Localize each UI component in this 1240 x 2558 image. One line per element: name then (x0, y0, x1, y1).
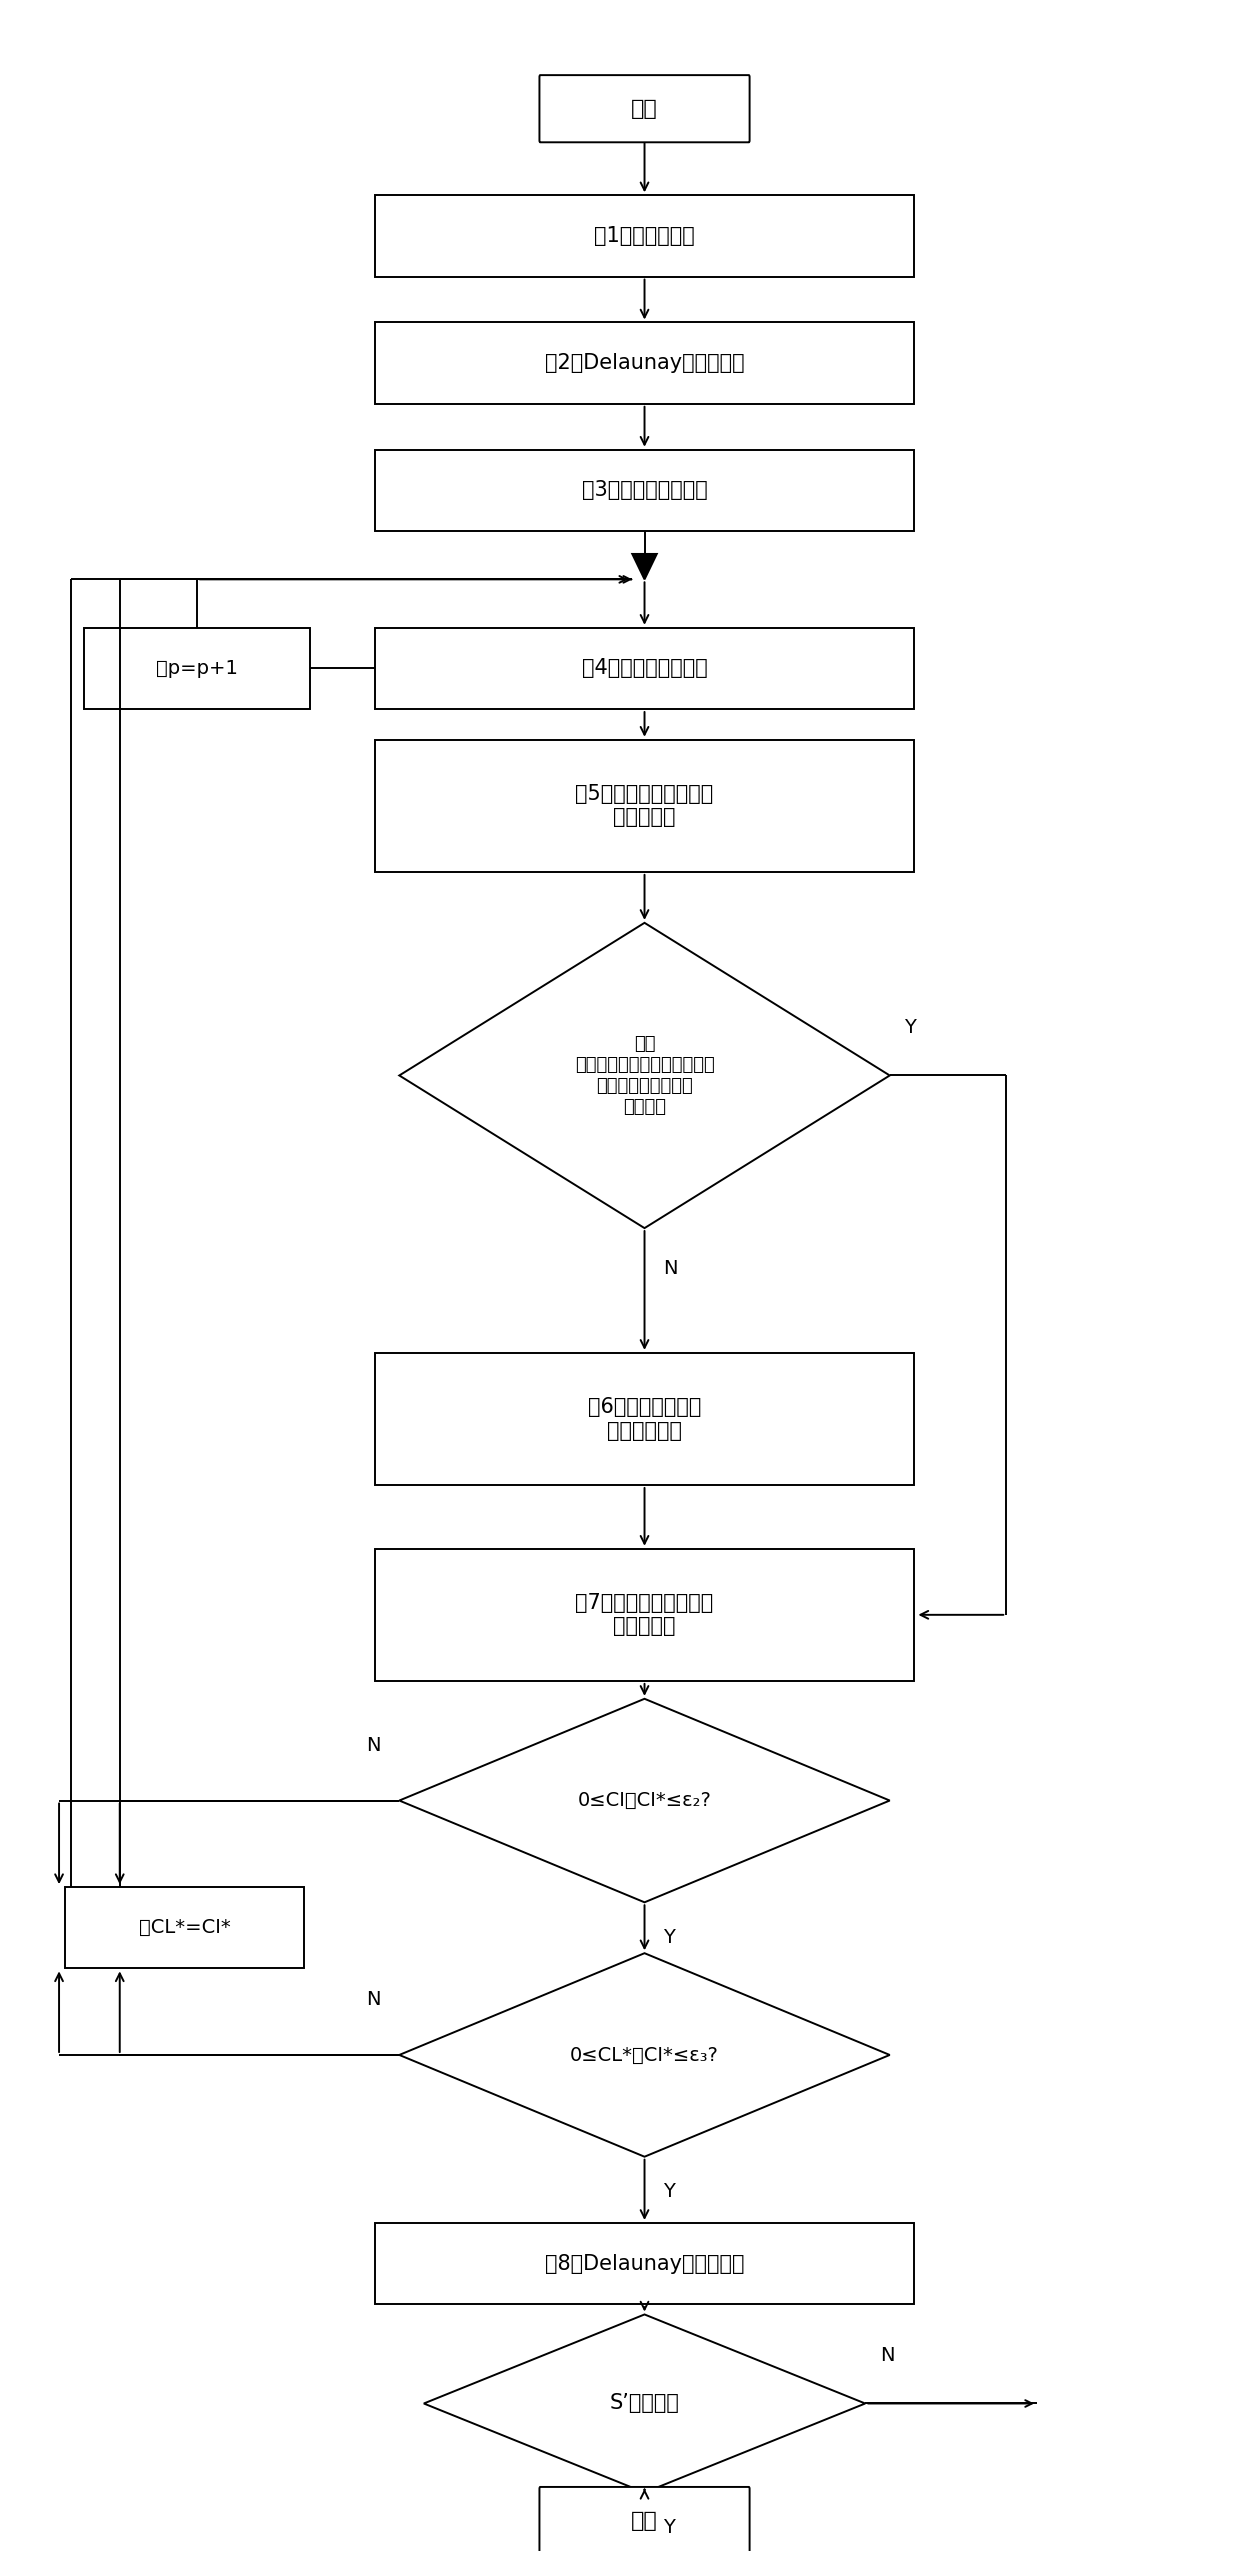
Text: （2）Delaunay预处理步骤: （2）Delaunay预处理步骤 (544, 353, 744, 373)
Text: N: N (663, 1259, 677, 1276)
Polygon shape (399, 1954, 890, 2156)
Text: （7）求平衡后线性规划
最优解步骤: （7）求平衡后线性规划 最优解步骤 (575, 1594, 714, 1637)
Text: S’为空集？: S’为空集？ (610, 2394, 680, 2415)
Text: N: N (366, 1990, 381, 2008)
Text: 所有
中继点的所有邻接无向链路的
总信息传输速率是否
全为零？: 所有 中继点的所有邻接无向链路的 总信息传输速率是否 全为零？ (574, 1036, 714, 1115)
Text: Y: Y (663, 1929, 675, 1947)
Polygon shape (424, 2315, 866, 2491)
Bar (374, 2223, 914, 2305)
Text: Y: Y (663, 2182, 675, 2202)
Polygon shape (632, 555, 657, 578)
Text: （5）求平衡前线性规划
最优解步骤: （5）求平衡前线性规划 最优解步骤 (575, 785, 714, 826)
Text: 开始: 开始 (631, 100, 658, 118)
Bar (66, 1888, 304, 1970)
Text: （4）子矩形划分步骤: （4）子矩形划分步骤 (582, 657, 707, 678)
Text: （8）Delaunay后处理步骤: （8）Delaunay后处理步骤 (544, 2254, 744, 2274)
Polygon shape (399, 923, 890, 1228)
Bar (374, 194, 914, 276)
Text: 结束: 结束 (631, 2509, 658, 2530)
Text: Y: Y (904, 1018, 916, 1039)
FancyBboxPatch shape (539, 2486, 750, 2553)
Text: （1）初始化步骤: （1）初始化步骤 (594, 225, 694, 246)
Text: 置CL*=CI*: 置CL*=CI* (139, 1918, 231, 1936)
Polygon shape (399, 1699, 890, 1903)
Bar (374, 450, 914, 532)
Text: 0≤CL*－CI*≤ε₃?: 0≤CL*－CI*≤ε₃? (570, 2046, 719, 2064)
Bar (374, 1353, 914, 1486)
FancyBboxPatch shape (539, 74, 750, 143)
Text: Y: Y (663, 2517, 675, 2538)
Bar (374, 1548, 914, 1681)
Text: （6）调整中继点到
平衡位置步骤: （6）调整中继点到 平衡位置步骤 (588, 1397, 701, 1440)
Bar (83, 627, 310, 709)
Bar (374, 627, 914, 709)
Text: （3）形成子矩形步骤: （3）形成子矩形步骤 (582, 481, 707, 501)
Text: 置p=p+1: 置p=p+1 (156, 660, 238, 678)
Text: N: N (880, 2346, 894, 2366)
Text: 0≤CI－CI*≤ε₂?: 0≤CI－CI*≤ε₂? (578, 1791, 712, 1811)
Bar (374, 322, 914, 404)
Bar (374, 739, 914, 872)
Text: N: N (366, 1737, 381, 1755)
